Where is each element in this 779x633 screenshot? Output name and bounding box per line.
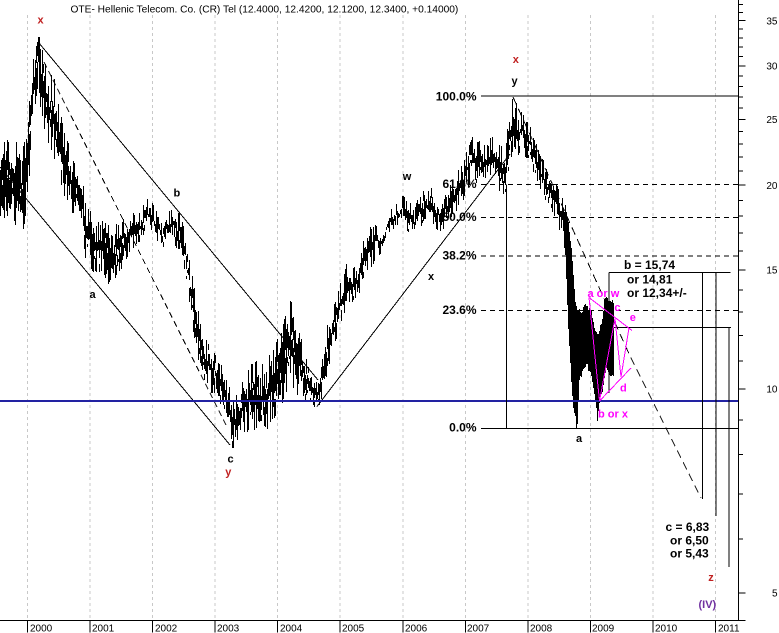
svg-text:or 6,50: or 6,50	[670, 534, 709, 548]
svg-text:c: c	[614, 302, 620, 314]
svg-text:y: y	[225, 467, 232, 479]
svg-text:(IV): (IV)	[699, 599, 717, 611]
svg-text:2009: 2009	[592, 624, 615, 633]
svg-text:30: 30	[766, 62, 778, 73]
svg-text:b: b	[174, 187, 181, 199]
svg-text:a: a	[90, 289, 97, 301]
svg-text:2002: 2002	[155, 624, 178, 633]
svg-text:61.8%: 61.8%	[442, 177, 476, 191]
svg-text:e: e	[630, 312, 636, 324]
svg-text:2008: 2008	[530, 624, 553, 633]
svg-text:d: d	[620, 383, 627, 395]
svg-text:25: 25	[766, 115, 778, 126]
svg-text:100.0%: 100.0%	[436, 90, 477, 104]
svg-text:or 14,81: or 14,81	[627, 272, 673, 286]
svg-text:0.0%: 0.0%	[449, 421, 477, 435]
svg-text:x: x	[428, 271, 435, 283]
svg-text:2007: 2007	[467, 624, 490, 633]
svg-text:23.6%: 23.6%	[442, 303, 476, 317]
svg-text:c: c	[228, 454, 234, 466]
svg-text:2003: 2003	[217, 624, 240, 633]
svg-text:or 12,34+/-: or 12,34+/-	[627, 286, 687, 300]
svg-text:2004: 2004	[280, 624, 303, 633]
svg-text:2000: 2000	[30, 624, 53, 633]
svg-text:a: a	[576, 433, 583, 445]
svg-text:2006: 2006	[405, 624, 428, 633]
svg-text:2010: 2010	[655, 624, 678, 633]
svg-text:a or w: a or w	[588, 288, 620, 300]
svg-text:c = 6,83: c = 6,83	[666, 520, 710, 534]
svg-text:20: 20	[766, 181, 778, 192]
svg-text:z: z	[708, 572, 714, 584]
svg-text:x: x	[38, 15, 45, 27]
svg-text:35: 35	[766, 16, 778, 27]
svg-text:OTE- Hellenic Telecom. Co. (CR: OTE- Hellenic Telecom. Co. (CR) Tel (12.…	[71, 4, 459, 15]
svg-text:b or x: b or x	[598, 408, 629, 420]
svg-text:38.2%: 38.2%	[442, 249, 476, 263]
svg-text:50.0%: 50.0%	[442, 210, 476, 224]
svg-text:or 5,43: or 5,43	[670, 547, 709, 561]
svg-text:2011: 2011	[718, 624, 740, 633]
svg-text:10: 10	[766, 385, 778, 396]
svg-text:15: 15	[766, 265, 778, 276]
svg-text:b = 15,74: b = 15,74	[624, 258, 675, 272]
svg-text:5: 5	[772, 588, 778, 599]
svg-text:2001: 2001	[92, 624, 115, 633]
svg-text:y: y	[512, 76, 519, 88]
svg-text:w: w	[402, 171, 412, 183]
svg-text:x: x	[513, 54, 520, 66]
svg-text:2005: 2005	[342, 624, 365, 633]
